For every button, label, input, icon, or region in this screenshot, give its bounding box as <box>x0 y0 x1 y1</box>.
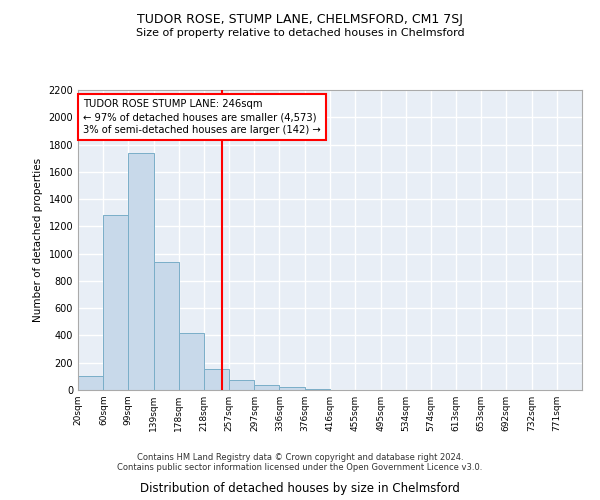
Text: TUDOR ROSE, STUMP LANE, CHELMSFORD, CM1 7SJ: TUDOR ROSE, STUMP LANE, CHELMSFORD, CM1 … <box>137 12 463 26</box>
Y-axis label: Number of detached properties: Number of detached properties <box>33 158 43 322</box>
Text: TUDOR ROSE STUMP LANE: 246sqm
← 97% of detached houses are smaller (4,573)
3% of: TUDOR ROSE STUMP LANE: 246sqm ← 97% of d… <box>83 99 321 136</box>
Bar <box>154 262 179 390</box>
Bar <box>254 384 280 390</box>
Bar <box>128 152 154 390</box>
Bar <box>179 334 204 390</box>
Text: Contains public sector information licensed under the Open Government Licence v3: Contains public sector information licen… <box>118 464 482 472</box>
Bar <box>103 216 128 390</box>
Text: Size of property relative to detached houses in Chelmsford: Size of property relative to detached ho… <box>136 28 464 38</box>
Bar <box>229 380 254 390</box>
Bar <box>78 376 103 390</box>
Text: Contains HM Land Registry data © Crown copyright and database right 2024.: Contains HM Land Registry data © Crown c… <box>137 454 463 462</box>
Text: Distribution of detached houses by size in Chelmsford: Distribution of detached houses by size … <box>140 482 460 495</box>
Bar <box>204 369 229 390</box>
Bar <box>280 386 305 390</box>
